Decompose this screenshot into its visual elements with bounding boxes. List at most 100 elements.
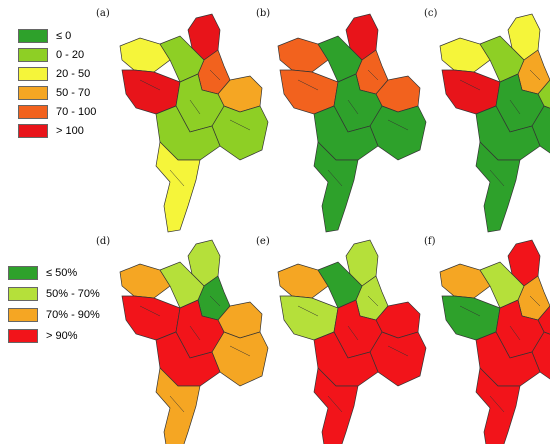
- legend-label: ≤ 50%: [46, 266, 78, 279]
- legend-item: ≤ 0: [18, 26, 96, 45]
- legend-swatch: [8, 307, 38, 322]
- map-region: [119, 37, 171, 73]
- panel-label-c: (c): [424, 8, 438, 19]
- map-panel: [277, 13, 427, 233]
- legend-item: > 90%: [8, 325, 100, 346]
- map-region: [441, 69, 501, 115]
- region-border: [139, 305, 161, 317]
- legend-swatch: [18, 123, 48, 138]
- map-region: [317, 261, 363, 309]
- region-border: [229, 345, 251, 357]
- map-region: [119, 263, 171, 299]
- region-border: [367, 69, 379, 81]
- map-region: [159, 35, 205, 83]
- legend-swatch: [18, 85, 48, 100]
- map-region: [313, 367, 359, 444]
- panel-label-b: (b): [256, 8, 271, 19]
- legend-item: > 100: [18, 121, 96, 140]
- region-border: [209, 295, 221, 307]
- region-border: [387, 345, 409, 357]
- map-region: [121, 295, 181, 341]
- region-border: [169, 395, 185, 413]
- legend-label: 0 - 20: [56, 48, 85, 61]
- legend-item: 50% - 70%: [8, 283, 100, 304]
- region-border: [529, 295, 541, 307]
- map-region: [439, 263, 491, 299]
- map-region: [279, 295, 339, 341]
- region-border: [297, 305, 319, 317]
- legend-swatch: [8, 286, 38, 301]
- legend-top: ≤ 0 0 - 20 20 - 50 50 - 70 70 - 100 > 10…: [18, 26, 96, 140]
- map-region: [475, 367, 521, 444]
- map-region: [439, 37, 491, 73]
- legend-label: ≤ 0: [56, 29, 72, 42]
- map-region: [313, 141, 359, 233]
- map-region: [317, 35, 363, 83]
- legend-label: 20 - 50: [56, 67, 91, 80]
- legend-swatch: [18, 66, 48, 81]
- map-panel: [439, 13, 550, 233]
- region-border: [347, 99, 359, 115]
- panel-label-a: (a): [96, 8, 110, 19]
- legend-swatch: [8, 265, 38, 280]
- map-region: [211, 331, 269, 387]
- legend-item: 50 - 70: [18, 83, 96, 102]
- legend-item: 70% - 90%: [8, 304, 100, 325]
- region-border: [297, 79, 319, 91]
- map-region: [121, 69, 181, 115]
- map-region: [277, 37, 329, 73]
- map-region: [159, 261, 205, 309]
- region-border: [189, 325, 201, 341]
- region-border: [529, 69, 541, 81]
- region-border: [229, 119, 251, 131]
- map-region: [279, 69, 339, 115]
- region-border: [459, 79, 481, 91]
- region-border: [327, 395, 343, 413]
- legend-swatch: [18, 28, 48, 43]
- panel-label-d: (d): [96, 236, 111, 247]
- legend-label: 70% - 90%: [46, 308, 100, 321]
- legend-swatch: [18, 104, 48, 119]
- map-panel: [119, 13, 269, 233]
- legend-swatch: [8, 328, 38, 343]
- region-border: [459, 305, 481, 317]
- region-border: [489, 395, 505, 413]
- legend-item: ≤ 50%: [8, 262, 100, 283]
- legend-item: 20 - 50: [18, 64, 96, 83]
- region-border: [387, 119, 409, 131]
- map-region: [155, 367, 201, 444]
- map-region: [441, 295, 501, 341]
- region-border: [327, 169, 343, 187]
- map-panel: [277, 239, 427, 444]
- region-border: [489, 169, 505, 187]
- legend-item: 0 - 20: [18, 45, 96, 64]
- legend-bottom: ≤ 50% 50% - 70% 70% - 90% > 90%: [8, 262, 100, 346]
- region-border: [367, 295, 379, 307]
- map-region: [369, 331, 427, 387]
- legend-swatch: [18, 47, 48, 62]
- panel-label-e: (e): [256, 236, 270, 247]
- map-region: [479, 261, 525, 309]
- region-border: [139, 79, 161, 91]
- legend-label: > 90%: [46, 329, 78, 342]
- map-region: [369, 105, 427, 161]
- region-border: [169, 169, 185, 187]
- legend-label: 70 - 100: [56, 105, 97, 118]
- map-panel: [119, 239, 269, 444]
- legend-label: > 100: [56, 124, 84, 137]
- legend-label: 50 - 70: [56, 86, 91, 99]
- map-region: [155, 141, 201, 233]
- region-border: [189, 99, 201, 115]
- map-region: [277, 263, 329, 299]
- region-border: [209, 69, 221, 81]
- region-border: [509, 99, 521, 115]
- panel-label-f: (f): [424, 236, 436, 247]
- map-region: [475, 141, 521, 233]
- legend-item: 70 - 100: [18, 102, 96, 121]
- legend-label: 50% - 70%: [46, 287, 100, 300]
- map-panel: [439, 239, 550, 444]
- map-region: [211, 105, 269, 161]
- region-border: [347, 325, 359, 341]
- map-region: [479, 35, 525, 83]
